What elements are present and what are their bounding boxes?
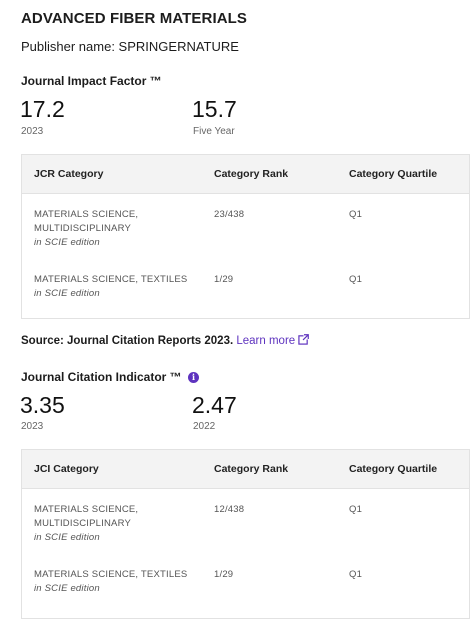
column-header-rank: Category Rank bbox=[214, 168, 289, 180]
column-header-quartile: Category Quartile bbox=[349, 168, 438, 180]
category-cell: MATERIALS SCIENCE, MULTIDISCIPLINARY in … bbox=[34, 208, 138, 250]
jci-section-title-row: Journal Citation Indicator ™ i bbox=[21, 370, 200, 384]
quartile-cell: Q1 bbox=[349, 274, 363, 285]
rank-cell: 12/438 bbox=[214, 504, 245, 515]
quartile-cell: Q1 bbox=[349, 209, 363, 220]
source-text: Source: Journal Citation Reports 2023. bbox=[21, 335, 234, 347]
edition-label: in SCIE edition bbox=[34, 237, 100, 248]
category-cell: MATERIALS SCIENCE, TEXTILES in SCIE edit… bbox=[34, 273, 187, 301]
rank-cell: 23/438 bbox=[214, 209, 245, 220]
edition-label: in SCIE edition bbox=[34, 288, 100, 299]
jci-category-table: JCI Category Category Rank Category Quar… bbox=[21, 449, 470, 619]
table-row: MATERIALS SCIENCE, TEXTILES in SCIE edit… bbox=[22, 264, 469, 319]
column-header-category: JCR Category bbox=[34, 168, 104, 180]
category-cell: MATERIALS SCIENCE, TEXTILES in SCIE edit… bbox=[34, 568, 187, 596]
column-header-category: JCI Category bbox=[34, 463, 99, 475]
quartile-cell: Q1 bbox=[349, 504, 363, 515]
table-row: MATERIALS SCIENCE, TEXTILES in SCIE edit… bbox=[22, 559, 469, 614]
edition-label: in SCIE edition bbox=[34, 583, 100, 594]
rank-cell: 1/29 bbox=[214, 569, 234, 580]
jif-2023-label: 2023 bbox=[21, 126, 44, 137]
category-name: MATERIALS SCIENCE, TEXTILES bbox=[34, 569, 188, 580]
external-link-icon bbox=[298, 334, 310, 345]
edition-label: in SCIE edition bbox=[34, 532, 100, 543]
rank-cell: 1/29 bbox=[214, 274, 234, 285]
category-name-cont: MULTIDISCIPLINARY bbox=[34, 518, 132, 529]
source-line: Source: Journal Citation Reports 2023. L… bbox=[21, 334, 310, 347]
info-icon[interactable]: i bbox=[188, 372, 200, 383]
category-name: MATERIALS SCIENCE, bbox=[34, 504, 139, 515]
table-row: MATERIALS SCIENCE, MULTIDISCIPLINARY in … bbox=[22, 489, 469, 559]
quartile-cell: Q1 bbox=[349, 569, 363, 580]
jif-section-title: Journal Impact Factor ™ bbox=[21, 74, 162, 88]
jif-2023-value: 17.2 bbox=[20, 96, 65, 122]
jci-2023-value: 3.35 bbox=[20, 392, 65, 418]
learn-more-label: Learn more bbox=[236, 335, 296, 347]
publisher-name: Publisher name: SPRINGERNATURE bbox=[21, 39, 239, 54]
column-header-quartile: Category Quartile bbox=[349, 463, 438, 475]
journal-title: ADVANCED FIBER MATERIALS bbox=[21, 10, 248, 27]
table-header: JCR Category Category Rank Category Quar… bbox=[22, 155, 469, 194]
jcr-category-table: JCR Category Category Rank Category Quar… bbox=[21, 154, 470, 319]
category-name: MATERIALS SCIENCE, TEXTILES bbox=[34, 274, 188, 285]
category-name-cont: MULTIDISCIPLINARY bbox=[34, 223, 132, 234]
column-header-rank: Category Rank bbox=[214, 463, 289, 475]
table-row: MATERIALS SCIENCE, MULTIDISCIPLINARY in … bbox=[22, 194, 469, 264]
jif-five-year-label: Five Year bbox=[193, 126, 235, 137]
table-header: JCI Category Category Rank Category Quar… bbox=[22, 450, 469, 489]
jif-five-year-value: 15.7 bbox=[192, 96, 237, 122]
jci-2023-label: 2023 bbox=[21, 421, 44, 432]
jci-2022-value: 2.47 bbox=[192, 392, 237, 418]
jci-section-title: Journal Citation Indicator ™ bbox=[21, 370, 182, 384]
category-cell: MATERIALS SCIENCE, MULTIDISCIPLINARY in … bbox=[34, 503, 138, 545]
jci-2022-label: 2022 bbox=[193, 421, 216, 432]
category-name: MATERIALS SCIENCE, bbox=[34, 209, 139, 220]
learn-more-link[interactable]: Learn more bbox=[236, 334, 310, 347]
